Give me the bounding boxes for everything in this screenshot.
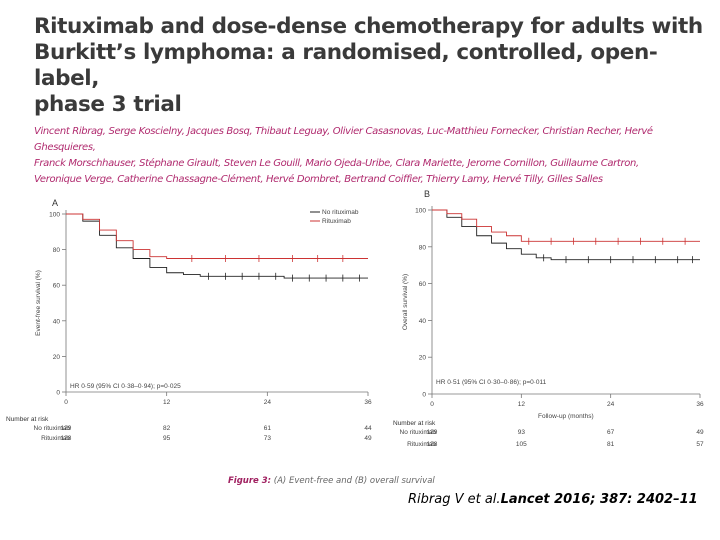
risk-count-a: 44 xyxy=(364,425,372,432)
survival-curve-rituximab-a xyxy=(66,213,368,259)
citation-prefix: Ribrag V et al. xyxy=(408,492,501,507)
x-tick-label-b: 0 xyxy=(430,401,434,408)
risk-count-b: 67 xyxy=(607,429,615,436)
legend-label-0: No rituximab xyxy=(322,209,359,216)
risk-row-label-b: Rituximab xyxy=(407,441,436,448)
y-axis-title-a: Event-free survival (%) xyxy=(35,270,42,336)
y-tick-label-a: 60 xyxy=(53,283,61,290)
paper-title: Rituximab and dose-dense chemotherapy fo… xyxy=(34,14,704,118)
figure-caption: Figure 3: (A) Event-free and (B) overall… xyxy=(228,476,435,486)
risk-count-b: 129 xyxy=(427,429,438,436)
risk-count-b: 49 xyxy=(696,429,704,436)
y-tick-label-b: 0 xyxy=(422,392,426,399)
hazard-ratio-annotation-a: HR 0·59 (95% CI 0·38–0·94); p=0·025 xyxy=(70,383,181,390)
risk-count-a: 128 xyxy=(61,435,72,442)
x-tick-label-b: 24 xyxy=(607,401,615,408)
y-tick-label-b: 40 xyxy=(419,318,427,325)
y-tick-label-b: 20 xyxy=(419,355,427,362)
y-tick-label-a: 20 xyxy=(53,354,61,361)
risk-row-label-b: No rituximab xyxy=(400,429,437,436)
authors-line-2: Franck Morschhauser, Stéphane Girault, S… xyxy=(34,158,639,169)
survival-curve-rituximab-b xyxy=(432,209,700,242)
x-tick-label-a: 12 xyxy=(163,399,171,406)
citation: Ribrag V et al.Lancet 2016; 387: 2402–11 xyxy=(408,492,698,507)
risk-count-b: 81 xyxy=(607,441,615,448)
risk-count-b: 93 xyxy=(518,429,526,436)
risk-count-a: 129 xyxy=(61,425,72,432)
risk-count-b: 57 xyxy=(696,441,704,448)
y-tick-label-b: 100 xyxy=(415,208,426,215)
x-axis-title-b: Follow-up (months) xyxy=(538,413,594,420)
legend-label-1: Rituximab xyxy=(322,218,351,225)
risk-row-label-a: No rituximab xyxy=(34,425,71,432)
authors-line-1: Vincent Ribrag, Serge Koscielny, Jacques… xyxy=(34,126,653,153)
y-tick-label-b: 80 xyxy=(419,244,427,251)
figure-caption-text: (A) Event-free and (B) overall survival xyxy=(271,476,435,486)
risk-count-a: 61 xyxy=(264,425,272,432)
x-tick-label-a: 24 xyxy=(264,399,272,406)
y-tick-label-b: 60 xyxy=(419,281,427,288)
title-line-3: phase 3 trial xyxy=(34,92,182,117)
title-line-2: Burkitt’s lymphoma: a randomised, contro… xyxy=(34,40,658,91)
risk-count-b: 105 xyxy=(516,441,527,448)
title-line-1: Rituximab and dose-dense chemotherapy fo… xyxy=(34,14,703,39)
author-list: Vincent Ribrag, Serge Koscielny, Jacques… xyxy=(34,124,714,188)
x-tick-label-b: 12 xyxy=(518,401,526,408)
risk-table-header-b: Number at risk xyxy=(393,420,436,427)
hazard-ratio-annotation-b: HR 0·51 (95% CI 0·30–0·86); p=0·011 xyxy=(436,379,547,386)
citation-journal: Lancet 2016; 387: 2402–11 xyxy=(500,492,698,507)
y-tick-label-a: 100 xyxy=(49,212,60,219)
panel-label-a: A xyxy=(52,198,58,208)
y-tick-label-a: 80 xyxy=(53,247,61,254)
risk-table-header-a: Number at risk xyxy=(6,416,49,423)
authors-line-3: Veronique Verge, Catherine Chassagne-Clé… xyxy=(34,174,603,185)
risk-count-a: 82 xyxy=(163,425,171,432)
y-tick-label-a: 0 xyxy=(56,390,60,397)
survival-curve-no-rituximab-b xyxy=(432,209,700,261)
risk-count-b: 128 xyxy=(427,441,438,448)
x-tick-label-b: 36 xyxy=(696,401,704,408)
risk-row-label-a: Rituximab xyxy=(41,435,70,442)
risk-count-a: 95 xyxy=(163,435,171,442)
y-axis-title-b: Overall survival (%) xyxy=(402,274,409,330)
x-tick-label-a: 36 xyxy=(364,399,372,406)
panel-label-b: B xyxy=(424,189,430,199)
risk-count-a: 49 xyxy=(364,435,372,442)
risk-count-a: 73 xyxy=(264,435,272,442)
figure-caption-label: Figure 3: xyxy=(228,476,272,486)
x-tick-label-a: 0 xyxy=(64,399,68,406)
y-tick-label-a: 40 xyxy=(53,318,61,325)
